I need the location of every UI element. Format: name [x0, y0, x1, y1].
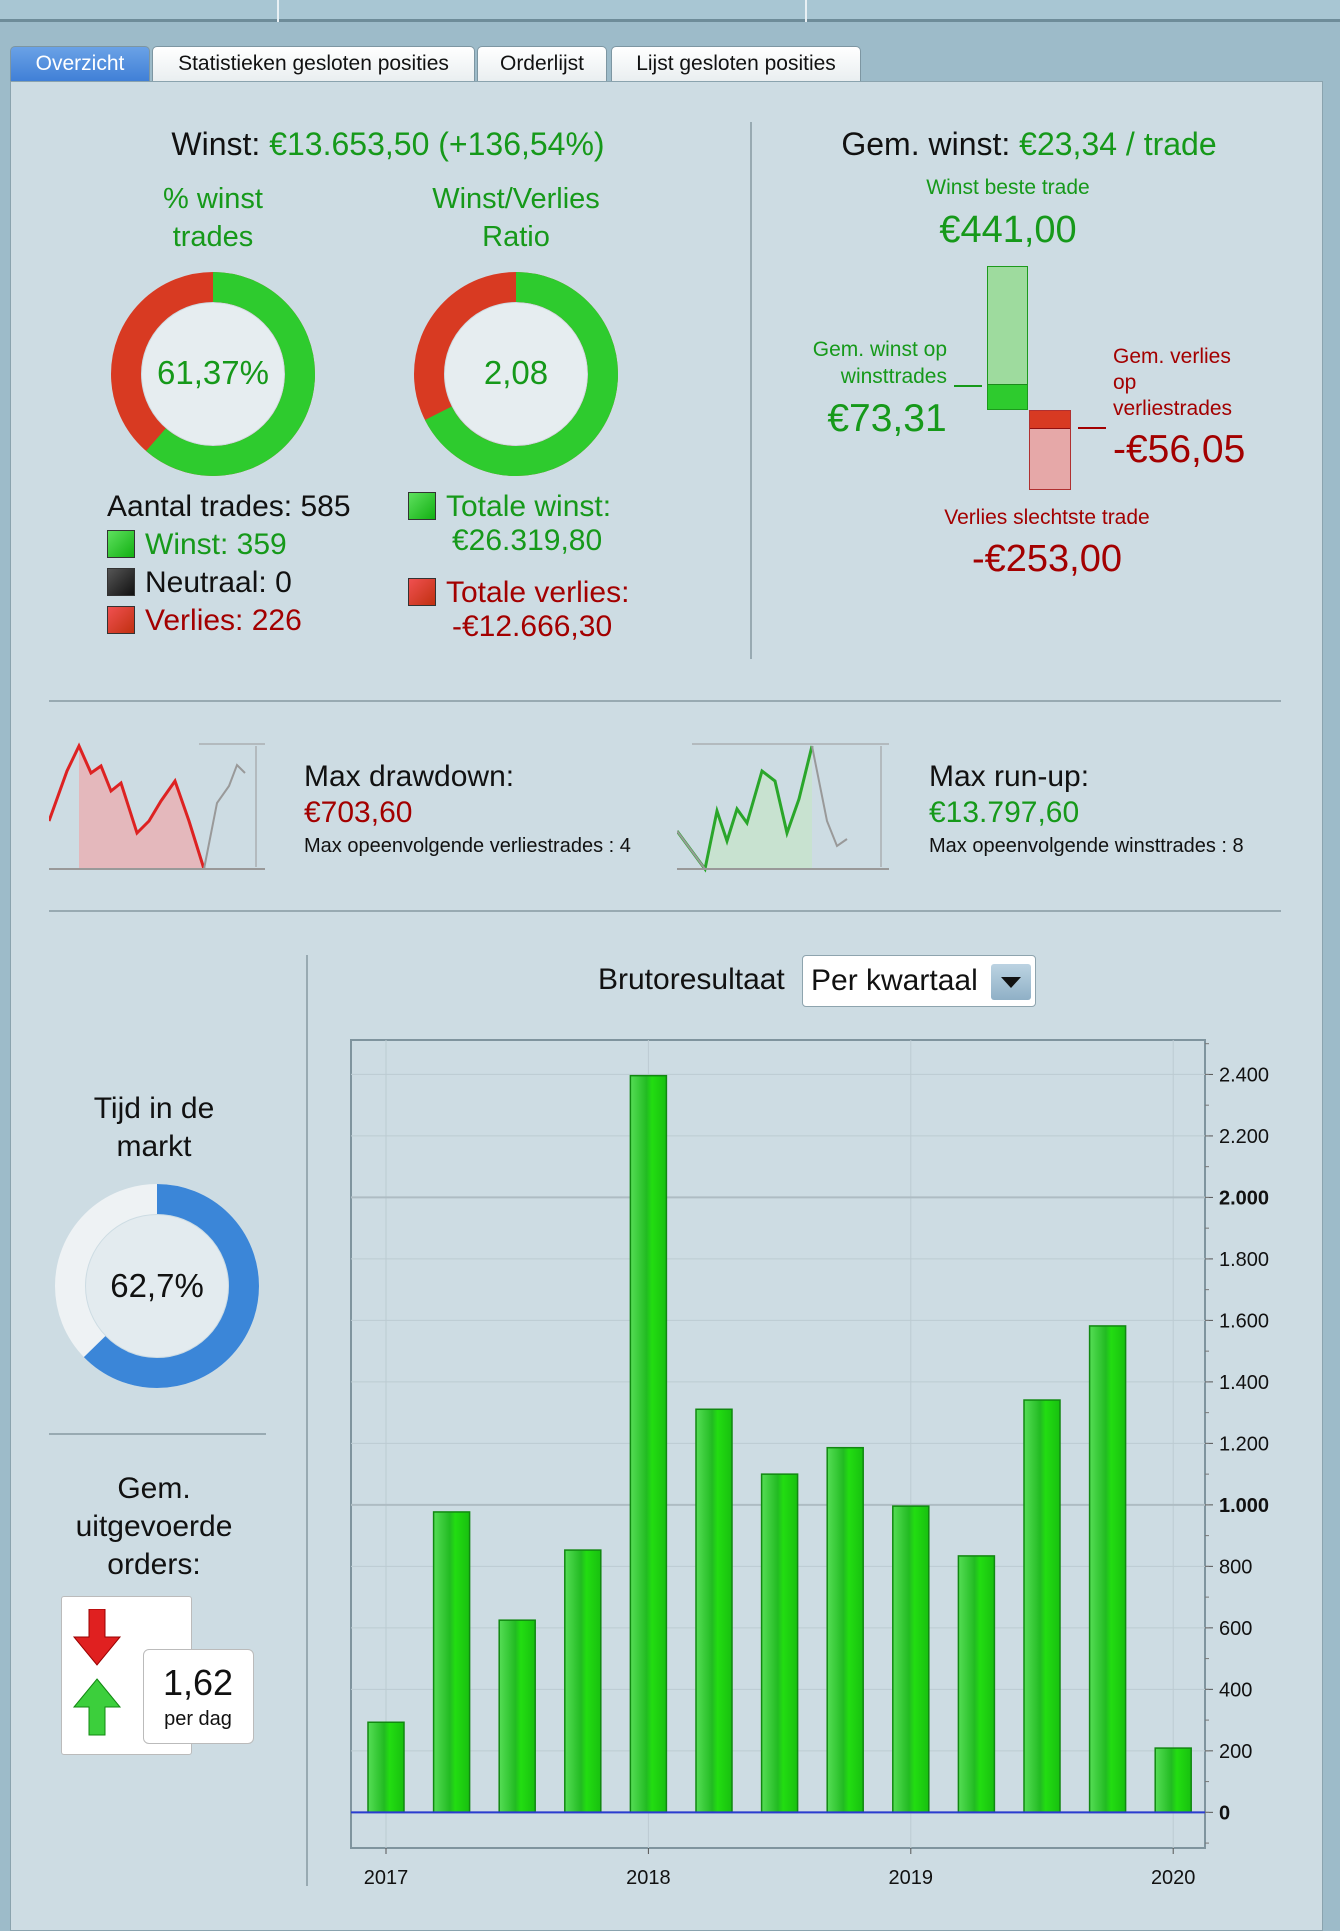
bar: [957, 1555, 996, 1814]
best-trade-label: Winst beste trade: [926, 176, 1090, 199]
win-range-bar: [987, 266, 1028, 410]
runup-label: Max run-up:: [929, 760, 1090, 793]
bar: [760, 1473, 799, 1814]
winst-title: Winst: €13.653,50 (+136,54%): [171, 126, 604, 163]
bar: [892, 1505, 930, 1814]
arrow-right-icon: [954, 385, 982, 387]
totale-verlies: Totale verlies: -€12.666,30: [408, 576, 629, 644]
y-tick-label: 0: [1219, 1802, 1230, 1824]
totale-winst: Totale winst: €26.319,80: [408, 490, 611, 558]
chevron-down-icon[interactable]: [991, 964, 1031, 1000]
top-toolbar: [0, 0, 1340, 22]
orders-unit: per dag: [164, 1708, 232, 1730]
neutraal-count: Neutraal: 0: [107, 566, 292, 600]
best-trade-value: €441,00: [939, 209, 1077, 251]
worst-trade-value: -€253,00: [971, 538, 1123, 580]
x-tick-label: 2018: [626, 1867, 671, 1889]
drawdown-chart-icon: [49, 742, 265, 870]
bar: [1023, 1399, 1061, 1814]
orders-value-box: [143, 1649, 254, 1744]
chart-title: Brutoresultaat: [598, 963, 785, 996]
red-square-icon: [408, 578, 436, 606]
bar: [432, 1511, 471, 1814]
bar: [564, 1549, 602, 1814]
y-tick-label: 1.000: [1219, 1495, 1269, 1517]
y-tick-label: 400: [1219, 1679, 1252, 1701]
runup-sub: Max opeenvolgende winsttrades : 8: [929, 835, 1244, 857]
winst-value: €13.653,50 (+136,54%): [269, 126, 605, 162]
y-tick-label: 1.200: [1219, 1433, 1269, 1455]
aantal-trades: Aantal trades: 585: [107, 490, 351, 523]
y-tick-label: 2.200: [1219, 1126, 1269, 1148]
market-value: 62,7%: [110, 1267, 204, 1304]
runup-chart-icon: [677, 743, 889, 873]
bar: [1088, 1325, 1127, 1814]
runup-value: €13.797,60: [929, 796, 1080, 829]
red-square-icon: [107, 606, 135, 634]
avg-loss-label: Gem. verlies op verliestrades: [1113, 345, 1233, 420]
x-tick-label: 2017: [364, 1867, 409, 1889]
divider: [49, 910, 1281, 912]
winst-count: Winst: 359: [107, 528, 287, 562]
y-tick-label: 2.000: [1219, 1187, 1269, 1209]
y-tick-label: 2.400: [1219, 1064, 1269, 1086]
dropdown-value: Per kwartaal: [811, 964, 978, 997]
divider: [49, 1433, 266, 1435]
divider: [750, 122, 752, 659]
tab-orderlijst[interactable]: Orderlijst: [477, 46, 607, 82]
green-square-icon: [107, 530, 135, 558]
ratio-value: 2,08: [483, 354, 549, 391]
market-title: Tijd in de markt: [93, 1092, 215, 1163]
bar: [367, 1721, 405, 1814]
orders-value: 1,62: [162, 1662, 234, 1703]
green-square-icon: [408, 492, 436, 520]
tab-statistieken[interactable]: Statistieken gesloten posities: [152, 46, 475, 82]
y-tick-label: 600: [1219, 1618, 1252, 1640]
divider: [49, 700, 1281, 702]
period-dropdown[interactable]: Per kwartaal: [802, 955, 1036, 1007]
y-tick-label: 1.600: [1219, 1310, 1269, 1332]
bar: [826, 1446, 864, 1814]
bar: [498, 1619, 536, 1814]
tab-overzicht[interactable]: Overzicht: [10, 46, 150, 82]
avg-win-value: €73,31: [827, 397, 947, 440]
pct-winst-value: 61,37%: [157, 354, 269, 391]
ratio-title: Winst/Verlies Ratio: [432, 183, 600, 253]
bar: [1154, 1747, 1192, 1814]
market-donut: [55, 1184, 259, 1388]
orders-title: Gem. uitgevoerde orders:: [75, 1472, 233, 1581]
avg-win-label: Gem. winst op winsttrades: [812, 338, 947, 388]
pct-winst-donut: [111, 272, 315, 476]
drawdown-label: Max drawdown:: [304, 760, 515, 793]
y-tick-label: 200: [1219, 1741, 1252, 1763]
bar-chart: 2017 2018 2019 2020 0 200 400 600 800 1.000 1.200 1…: [350, 1039, 1269, 1889]
y-tick-label: 1.400: [1219, 1372, 1269, 1394]
drawdown-sub: Max opeenvolgende verliestrades : 4: [304, 835, 631, 857]
order-arrows-icon: [72, 1609, 122, 1736]
loss-range-bar: [1029, 410, 1071, 490]
tab-lijst-gesloten[interactable]: Lijst gesloten posities: [611, 46, 861, 82]
divider: [306, 955, 308, 1886]
winst-label: Winst:: [171, 126, 261, 162]
x-tick-label: 2019: [889, 1867, 934, 1889]
avg-loss-value: -€56,05: [1113, 428, 1246, 471]
black-square-icon: [107, 568, 135, 596]
drawdown-value: €703,60: [304, 796, 413, 829]
bar: [629, 1074, 668, 1814]
ratio-donut: [414, 272, 618, 476]
y-tick-label: 1.800: [1219, 1249, 1269, 1271]
verlies-count: Verlies: 226: [107, 604, 302, 638]
worst-trade-label: Verlies slechtste trade: [944, 506, 1150, 529]
pct-winst-title: % winst trades: [163, 183, 263, 253]
y-tick-label: 800: [1219, 1556, 1252, 1578]
bar: [695, 1408, 733, 1814]
gem-winst-title: Gem. winst: €23,34 / trade: [841, 126, 1217, 162]
x-tick-label: 2020: [1151, 1867, 1196, 1889]
arrow-left-icon: [1078, 427, 1106, 429]
